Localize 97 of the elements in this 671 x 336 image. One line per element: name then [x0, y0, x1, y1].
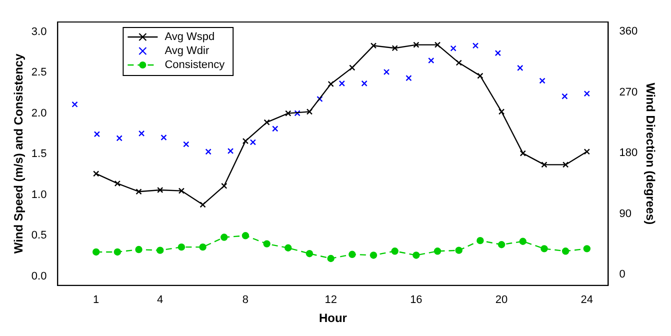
point: [406, 74, 412, 82]
point: [434, 248, 442, 255]
x-tick-label: 8: [242, 294, 249, 306]
x-tick-label: 4: [157, 294, 164, 306]
x-axis-title: Hour: [318, 311, 348, 326]
y2-tick-label: 90: [619, 208, 632, 220]
point: [200, 202, 206, 208]
point: [450, 45, 456, 52]
point: [520, 150, 526, 156]
point: [348, 250, 356, 258]
point: [540, 245, 548, 252]
x-tick-label: 12: [324, 294, 337, 306]
y-tick-label: 1.0: [31, 188, 47, 201]
point: [114, 180, 121, 187]
point: [370, 42, 377, 49]
point: [428, 57, 434, 64]
point: [562, 162, 569, 168]
point: [413, 42, 420, 48]
point: [205, 148, 212, 155]
point: [294, 110, 300, 116]
legend-label: Avg Wdir: [164, 45, 210, 58]
point: [220, 234, 228, 241]
y-tick-label: 3.0: [31, 26, 47, 38]
point: [114, 248, 122, 256]
point: [272, 126, 278, 132]
y2-axis-title: Wind Direction (degrees): [643, 82, 658, 225]
x-tick-label: 16: [410, 294, 422, 306]
point: [178, 188, 185, 194]
point: [306, 108, 313, 115]
point: [383, 68, 390, 76]
point: [517, 64, 524, 71]
point: [412, 252, 420, 259]
y2-tick-label: 360: [619, 25, 638, 38]
point: [361, 80, 368, 87]
point: [584, 148, 590, 155]
point: [72, 101, 78, 108]
point: [160, 134, 167, 141]
y-tick-label: 2.5: [31, 66, 47, 79]
legend-label: Avg Wspd: [164, 31, 215, 44]
point: [541, 162, 548, 168]
point: [199, 243, 206, 251]
point: [328, 80, 334, 88]
point: [338, 80, 346, 87]
legend-label: Consistency: [164, 59, 226, 72]
y2-tick-label: 0: [619, 268, 626, 281]
point: [94, 131, 100, 138]
point: [285, 110, 292, 116]
point: [455, 246, 462, 254]
point: [519, 238, 526, 245]
point: [477, 72, 484, 79]
point: [227, 148, 234, 154]
point: [539, 78, 546, 84]
point: [494, 50, 501, 56]
point: [316, 96, 323, 102]
point: [284, 244, 292, 252]
point: [370, 252, 378, 259]
x-tick-label: 1: [93, 294, 100, 306]
point: [472, 42, 479, 49]
point: [476, 236, 484, 244]
point: [562, 248, 570, 255]
y-tick-label: 0.0: [31, 270, 47, 282]
point: [391, 248, 398, 255]
point: [156, 246, 164, 254]
point: [349, 64, 356, 71]
point: [93, 170, 100, 177]
point: [562, 93, 568, 100]
point: [157, 186, 164, 194]
point: [135, 246, 142, 254]
point: [263, 240, 270, 248]
y-tick-label: 0.5: [31, 230, 47, 242]
point: [136, 188, 142, 195]
point: [498, 241, 506, 248]
point: [178, 243, 186, 251]
point: [498, 108, 505, 115]
y-tick-label: 2.0: [31, 107, 47, 120]
point: [584, 90, 590, 97]
point: [242, 232, 250, 240]
point: [306, 250, 314, 258]
x-tick-label: 20: [495, 294, 508, 306]
point: [242, 138, 249, 144]
point: [250, 139, 256, 146]
y-tick-label: 1.5: [31, 148, 47, 160]
y2-tick-label: 180: [619, 147, 638, 160]
point: [183, 141, 190, 148]
point: [92, 248, 100, 256]
point: [221, 182, 228, 189]
point: [138, 130, 145, 137]
point: [327, 254, 334, 262]
point: [264, 119, 270, 126]
x-tick-label: 24: [580, 294, 594, 306]
point: [434, 42, 441, 48]
y-axis-title: Wind Speed (m/s) and Consistency: [12, 53, 26, 254]
point: [116, 135, 122, 142]
point: [456, 60, 462, 66]
y2-tick-label: 270: [619, 86, 638, 98]
point: [392, 45, 398, 52]
point: [583, 245, 591, 252]
